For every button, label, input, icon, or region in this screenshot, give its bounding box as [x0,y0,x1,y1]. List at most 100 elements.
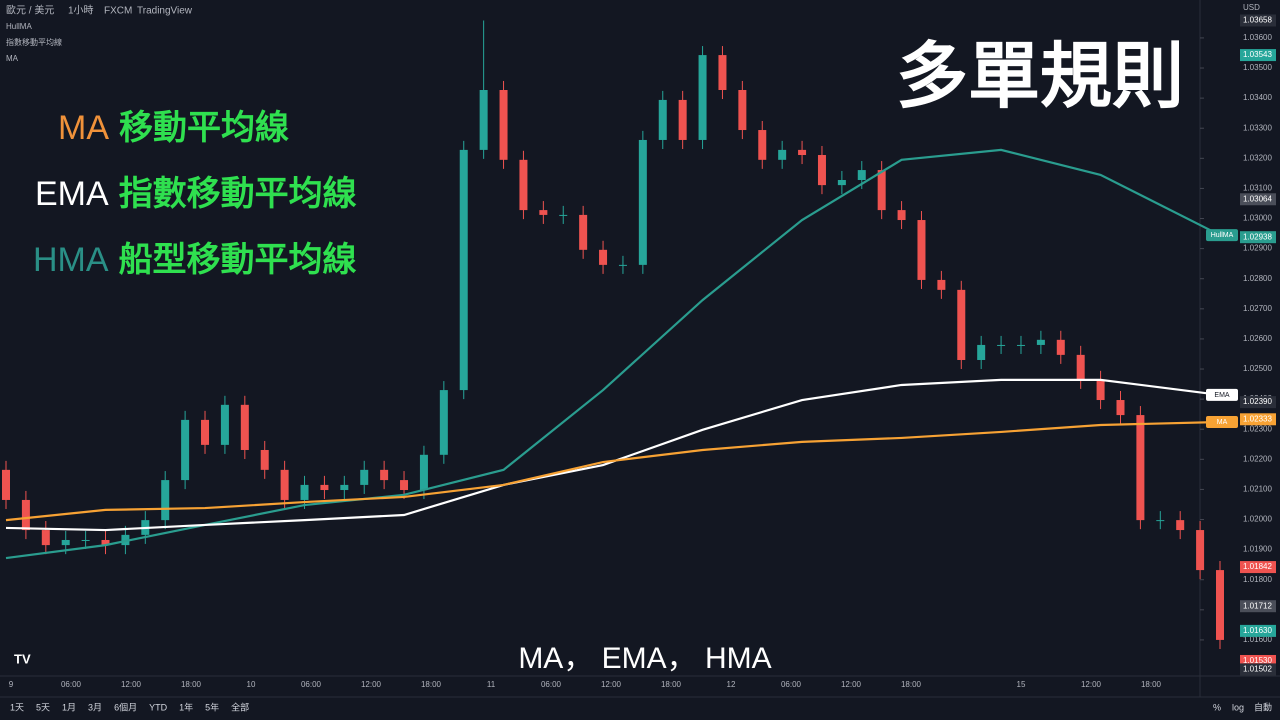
price-tag [1240,193,1276,206]
candle-body [1036,339,1045,345]
x-tick-label: 12:00 [361,680,382,689]
y-tick-label: 1.01800 [1243,575,1272,584]
candle-body [201,419,210,445]
candle-body [599,249,608,265]
x-tick-label: 06:00 [301,680,322,689]
candle-body [758,130,767,160]
price-tag-label: 1.02390 [1243,397,1272,406]
price-tag [1240,600,1276,613]
price-tag-label: 1.03064 [1243,194,1272,203]
x-tick-label: 10 [247,680,256,689]
x-tick-label: 15 [1017,680,1026,689]
y-tick-label: 1.02000 [1243,515,1272,524]
candle-body [1076,354,1085,380]
interval[interactable]: 1小時 [68,5,94,17]
range-button[interactable]: 1年 [179,701,193,712]
candle-body [1096,379,1105,401]
candle-body [539,210,548,215]
price-tag-label: 1.03658 [1243,16,1272,25]
range-button[interactable]: 5天 [36,702,50,712]
currency[interactable]: USD [1243,3,1260,12]
range-button[interactable]: 3月 [88,702,102,712]
candle-body [439,390,448,455]
candle-body [817,155,826,186]
x-tick-label: 18:00 [1141,680,1162,689]
candle-body [2,469,10,500]
candle-body [678,99,687,140]
range-button[interactable]: 1月 [62,702,76,712]
y-tick-label: 1.02800 [1243,274,1272,283]
price-tag [1240,49,1276,62]
x-tick-label: 06:00 [781,680,802,689]
series-tag-label: EMA [1214,392,1230,399]
candle-body [181,419,190,481]
price-tag [1240,561,1276,574]
candle-body [579,214,588,250]
legend[interactable]: MA [6,54,19,63]
symbol[interactable]: 歐元 / 美元 [6,4,54,17]
overlay-desc: 移動平均線 [119,109,289,147]
candle-body [21,499,30,531]
candle-body [638,139,647,265]
price-tag-label: 1.02938 [1243,232,1272,241]
candle-body [957,289,966,360]
y-tick-label: 1.02600 [1243,334,1272,343]
candle-body [61,539,70,546]
x-tick-label: 18:00 [421,680,442,689]
x-tick-label: 12:00 [601,680,622,689]
candle-body [698,55,707,140]
x-tick-label: 11 [487,680,496,689]
price-tag [1240,396,1276,409]
candle-body [101,539,110,546]
tv-logo: TV [14,651,31,666]
candle-body [479,89,488,150]
ma-line [5,420,1221,522]
legend[interactable]: 指數移動平均線 [6,37,62,47]
x-tick-label: 12:00 [841,680,862,689]
range-button[interactable]: 1天 [10,702,24,712]
y-tick-label: 1.02500 [1243,364,1272,373]
candle-body [658,99,667,140]
range-button[interactable]: 5年 [205,701,219,712]
candle-body [260,449,269,470]
candle-body [320,484,329,491]
y-tick-label: 1.03400 [1243,93,1272,102]
overlay-title: 多單規則 [896,37,1184,117]
candle-body [419,454,428,491]
y-tick-label: 1.02200 [1243,454,1272,463]
range-button[interactable]: YTD [149,702,168,712]
scale-option[interactable]: 自動 [1254,701,1272,712]
x-tick-label: 18:00 [181,680,202,689]
overlay-abbr: MA [58,109,109,147]
range-button[interactable]: 全部 [231,701,249,712]
price-tag-label: 1.03543 [1243,50,1272,59]
y-tick-label: 1.02100 [1243,485,1272,494]
x-tick-label: 06:00 [61,680,82,689]
candle-body [559,214,568,216]
candle-body [300,484,309,500]
candle-body [837,179,846,186]
price-tag-label: 1.02333 [1243,414,1272,423]
y-tick-label: 1.01600 [1243,635,1272,644]
candle-body [41,530,50,546]
candle-body [1176,520,1185,531]
candle-body [877,170,886,211]
candle-body [81,539,90,541]
candle-body [1116,400,1125,416]
scale-option[interactable]: % [1213,702,1221,712]
y-tick-label: 1.02900 [1243,244,1272,253]
y-tick-label: 1.02700 [1243,304,1272,313]
ma-line [5,378,1221,532]
broker: FXCM [104,6,132,17]
candle-body [1016,344,1025,346]
candle-body [240,404,249,450]
y-tick-label: 1.03600 [1243,33,1272,42]
range-button[interactable]: 6個月 [114,701,137,712]
series-tag-label: MA [1217,419,1228,426]
candle-body [1156,520,1165,522]
price-tag [1240,14,1276,27]
scale-option[interactable]: log [1232,702,1244,712]
legend[interactable]: HullMA [6,22,32,31]
